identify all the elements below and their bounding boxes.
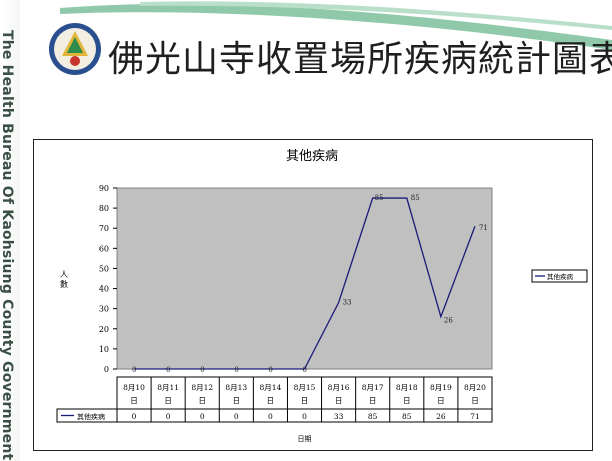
table-value-row (56, 408, 493, 423)
category-label-top: 8月12 (191, 383, 213, 392)
data-label: 71 (479, 224, 488, 232)
side-banner-text-wrap: The Health Bureau Of Kaohsiung County Go… (0, 30, 19, 461)
y-tick-label: 10 (99, 345, 109, 354)
x-axis-label: 日期 (298, 435, 312, 443)
category-label-bottom: 日 (198, 396, 206, 405)
data-label: 0 (200, 366, 204, 374)
category-label-bottom: 日 (403, 396, 411, 405)
category-label-bottom: 日 (267, 396, 275, 405)
y-tick-label: 50 (99, 264, 109, 273)
category-label-top: 8月11 (157, 383, 179, 392)
table-value-cell: 33 (334, 412, 344, 421)
data-label: 85 (375, 194, 384, 202)
chart-title: 其他疾病 (286, 149, 338, 164)
category-label-bottom: 日 (437, 396, 445, 405)
header-swoosh (60, 1, 612, 51)
data-label: 0 (132, 366, 136, 374)
data-label: 85 (411, 194, 420, 202)
chart-container: 其他疾病 0 10 20 30 40 50 60 70 80 90 人數 0 0 0 0 0 0 33 85 85 26… (33, 139, 593, 451)
table-value-cell: 0 (166, 412, 171, 421)
table-value-cell: 26 (436, 412, 446, 421)
category-label-top: 8月17 (362, 383, 384, 392)
table-value-cell: 0 (234, 412, 239, 421)
y-tick-label: 0 (104, 365, 109, 374)
category-label-top: 8月14 (259, 383, 281, 392)
data-label: 0 (303, 366, 307, 374)
y-tick-label: 90 (99, 184, 109, 193)
y-axis-label-char: 人 (60, 270, 68, 279)
category-label-top: 8月15 (294, 383, 316, 392)
y-tick-label: 20 (99, 325, 109, 334)
data-label: 0 (166, 366, 170, 374)
plot-area (116, 187, 493, 370)
data-label: 26 (444, 317, 453, 325)
category-label-top: 8月18 (396, 383, 418, 392)
y-axis-label-char: 數 (60, 279, 68, 289)
y-tick-label: 80 (99, 204, 109, 213)
table-value-cell: 0 (200, 412, 205, 421)
category-label-top: 8月19 (430, 383, 452, 392)
legend-label: 其他疾病 (547, 272, 574, 281)
table-value-cell: 0 (302, 412, 307, 421)
category-label-top: 8月10 (123, 383, 145, 392)
category-label-bottom: 日 (233, 396, 241, 405)
line-chart: 其他疾病 0 10 20 30 40 50 60 70 80 90 人數 0 0 0 0 0 0 33 85 85 26… (56, 149, 588, 443)
table-legend-label: 其他疾病 (77, 412, 105, 421)
data-label: 0 (234, 366, 238, 374)
slide-title: 佛光山寺收置場所疾病統計圖表 (108, 39, 612, 80)
side-banner-text: The Health Bureau Of Kaohsiung County Go… (0, 30, 15, 461)
category-label-top: 8月16 (328, 383, 350, 392)
y-tick-label: 60 (99, 244, 109, 253)
category-label-bottom: 日 (335, 396, 343, 405)
category-label-bottom: 日 (164, 396, 172, 405)
data-label: 33 (343, 299, 352, 307)
y-tick-label: 70 (99, 224, 109, 233)
category-label-bottom: 日 (130, 396, 138, 405)
table-value-cell: 85 (368, 412, 378, 421)
y-tick-label: 40 (99, 285, 109, 294)
category-label-bottom: 日 (471, 396, 479, 405)
data-label: 0 (268, 366, 272, 374)
table-value-cell: 71 (470, 412, 480, 421)
table-value-cell: 85 (402, 412, 412, 421)
series-line (134, 197, 476, 370)
category-label-top: 8月13 (225, 383, 247, 392)
y-tick-label: 30 (99, 305, 109, 314)
table-value-cell: 0 (268, 412, 273, 421)
category-label-bottom: 日 (301, 396, 309, 405)
category-label-bottom: 日 (369, 396, 377, 405)
legend-box (531, 269, 588, 283)
category-label-top: 8月20 (464, 383, 486, 392)
bureau-seal-logo (49, 23, 101, 75)
table-value-cell: 0 (132, 412, 137, 421)
side-banner: The Health Bureau Of Kaohsiung County Go… (0, 0, 20, 461)
